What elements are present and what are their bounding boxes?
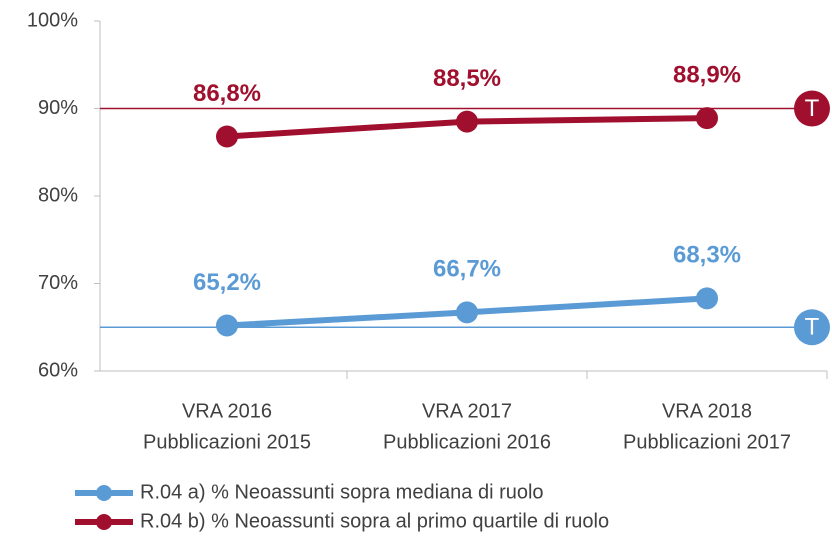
legend-marker [96, 485, 112, 501]
y-tick-label: 100% [27, 9, 78, 31]
data-label: 66,7% [433, 256, 501, 283]
point [696, 107, 718, 130]
legend-marker [96, 514, 112, 530]
target-marker [794, 309, 830, 346]
data-label: 65,2% [193, 269, 261, 296]
x-tick-label: Pubblicazioni 2016 [383, 431, 551, 453]
target-label: T [805, 314, 820, 341]
data-label: 86,8% [193, 80, 261, 107]
point [216, 314, 238, 337]
point [696, 287, 718, 310]
point [456, 301, 478, 324]
x-tick-label: VRA 2017 [422, 400, 512, 422]
data-label: 88,5% [433, 65, 501, 92]
target-marker [794, 90, 830, 127]
y-tick-label: 70% [38, 272, 78, 294]
legend-label: R.04 a) % Neoassunti sopra mediana di ru… [140, 481, 544, 503]
point [456, 110, 478, 133]
point [216, 125, 238, 148]
x-tick-label: Pubblicazioni 2015 [143, 431, 311, 453]
y-tick-label: 90% [38, 97, 78, 119]
y-tick-label: 60% [38, 359, 78, 381]
y-tick-label: 80% [38, 184, 78, 206]
legend-label: R.04 b) % Neoassunti sopra al primo quar… [140, 510, 609, 532]
x-tick-label: VRA 2016 [182, 400, 272, 422]
x-tick-label: Pubblicazioni 2017 [623, 431, 791, 453]
target-label: T [805, 95, 820, 122]
x-tick-label: VRA 2018 [662, 400, 752, 422]
data-label: 88,9% [673, 61, 741, 88]
data-label: 68,3% [673, 242, 741, 269]
